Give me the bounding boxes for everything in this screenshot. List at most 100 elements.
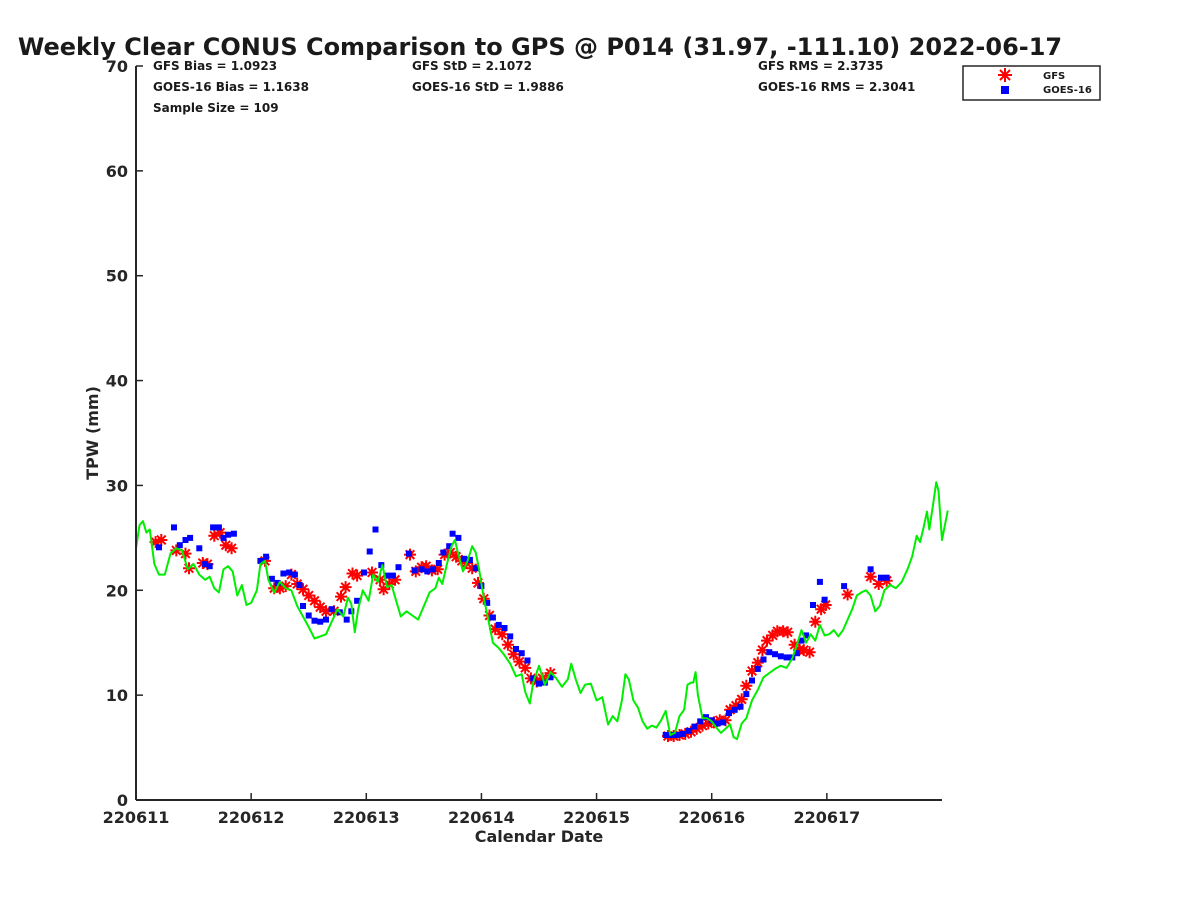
gfs-point-shape (279, 580, 292, 593)
gfs-point (383, 578, 396, 590)
goes-16-point (754, 665, 761, 672)
gfs-point (740, 679, 753, 692)
y-tick-label: 60 (106, 162, 128, 181)
gfs-point-shape (496, 628, 509, 641)
gfs-point-shape (819, 599, 832, 611)
gfs-point-shape (756, 644, 769, 657)
gfs-point-shape (314, 601, 327, 614)
gfs-point (450, 550, 463, 563)
gfs-point-shape (513, 655, 526, 668)
y-axis-label: TPW (mm) (83, 386, 102, 480)
legend-goes-marker (1001, 86, 1009, 94)
gfs-point (483, 609, 496, 622)
goes-16-point (435, 560, 442, 566)
gfs-point (339, 581, 352, 594)
goes-16-point (372, 526, 379, 533)
gfs-point-shape (483, 609, 496, 622)
gfs-point (496, 628, 509, 641)
gfs-point-shape (383, 578, 396, 590)
gfs-point (208, 529, 221, 542)
goes-16-point (484, 599, 491, 606)
stat-gfs-std: GFS StD = 2.1072 (412, 59, 532, 73)
goes-16-point (220, 534, 227, 541)
gfs-point-shape (781, 626, 794, 639)
goes-16-point (215, 524, 222, 531)
goes-16-point (343, 616, 350, 623)
y-tick-label: 70 (106, 57, 128, 76)
gfs-point-shape (702, 717, 715, 730)
goes-16-point (777, 653, 784, 660)
gfs-point-shape (735, 693, 748, 706)
gfs-point-shape (746, 665, 758, 677)
goes-16-point (679, 730, 686, 737)
gfs-point-shape (155, 534, 168, 546)
gfs-point (366, 566, 378, 579)
series-line-2 (135, 481, 949, 741)
goes-16-point (366, 548, 373, 555)
gfs-point-shape (377, 583, 390, 596)
gfs-point (761, 634, 773, 647)
gfs-point-shape (766, 629, 779, 642)
goes-16-point (263, 553, 270, 560)
goes-16-point (772, 651, 778, 658)
gfs-point-shape (346, 567, 359, 580)
gfs-point (729, 699, 742, 712)
gfs-point-shape (431, 563, 444, 576)
goes-16-point (466, 556, 473, 563)
gfs-point (466, 562, 479, 575)
goes-16-point (257, 557, 264, 564)
goes-16-point (323, 616, 329, 623)
gfs-point-shape (366, 566, 378, 579)
gfs-point-shape (225, 542, 238, 555)
gfs-point (214, 526, 227, 539)
gfs-point-shape (374, 573, 387, 586)
gfs-point (880, 574, 893, 587)
goes-16-point (230, 530, 237, 537)
gfs-point (279, 580, 292, 593)
legend: GFS GOES-16 (962, 65, 1101, 101)
legend-box (962, 65, 1101, 101)
gfs-point (724, 703, 737, 716)
series-layer (135, 481, 949, 742)
goes-16-point (674, 732, 681, 738)
goes-16-point (268, 575, 275, 582)
goes-16-point (187, 534, 194, 541)
goes-16-point (378, 562, 385, 569)
goes-16-point (405, 550, 412, 557)
goes-16-point (286, 569, 293, 576)
goes-16-point (495, 621, 502, 628)
gfs-point (273, 582, 286, 595)
gfs-point-shape (724, 703, 737, 716)
gfs-point-shape (729, 699, 742, 712)
gfs-point-shape (351, 569, 364, 582)
gfs-point-shape (489, 623, 502, 636)
axes-layer: 0 10 20 30 40 50 60 70 220611 220612 220613 220614 2… (103, 57, 942, 827)
goes-16-point (328, 606, 335, 613)
stat-sample-size: Sample Size = 109 (153, 101, 279, 115)
gfs-point (803, 646, 816, 659)
gfs-point (351, 569, 364, 582)
goes-16-point (411, 567, 418, 574)
gfs-point-shape (149, 536, 162, 549)
goes-16-point (274, 579, 281, 586)
goes-16-point (530, 675, 537, 682)
gfs-point (501, 638, 514, 651)
goes-16-point (731, 706, 738, 713)
goes-16-point (691, 723, 698, 730)
goes-16-point (300, 603, 306, 609)
gfs-point (696, 719, 709, 732)
gfs-point (346, 567, 359, 580)
gfs-point (766, 629, 779, 642)
gfs-point (781, 626, 794, 639)
gfs-point (815, 603, 828, 616)
goes-16-point (156, 544, 162, 551)
gfs-point (702, 717, 715, 730)
gfs-point (389, 573, 402, 586)
goes-16-point (547, 674, 554, 681)
gfs-point-shape (740, 679, 753, 692)
stat-goes-rms: GOES-16 RMS = 2.3041 (758, 80, 915, 94)
stat-goes-bias: GOES-16 Bias = 1.1638 (153, 80, 309, 94)
goes-16-point (536, 680, 542, 687)
stat-gfs-bias: GFS Bias = 1.0923 (153, 59, 277, 73)
goes-16-point (472, 565, 479, 572)
